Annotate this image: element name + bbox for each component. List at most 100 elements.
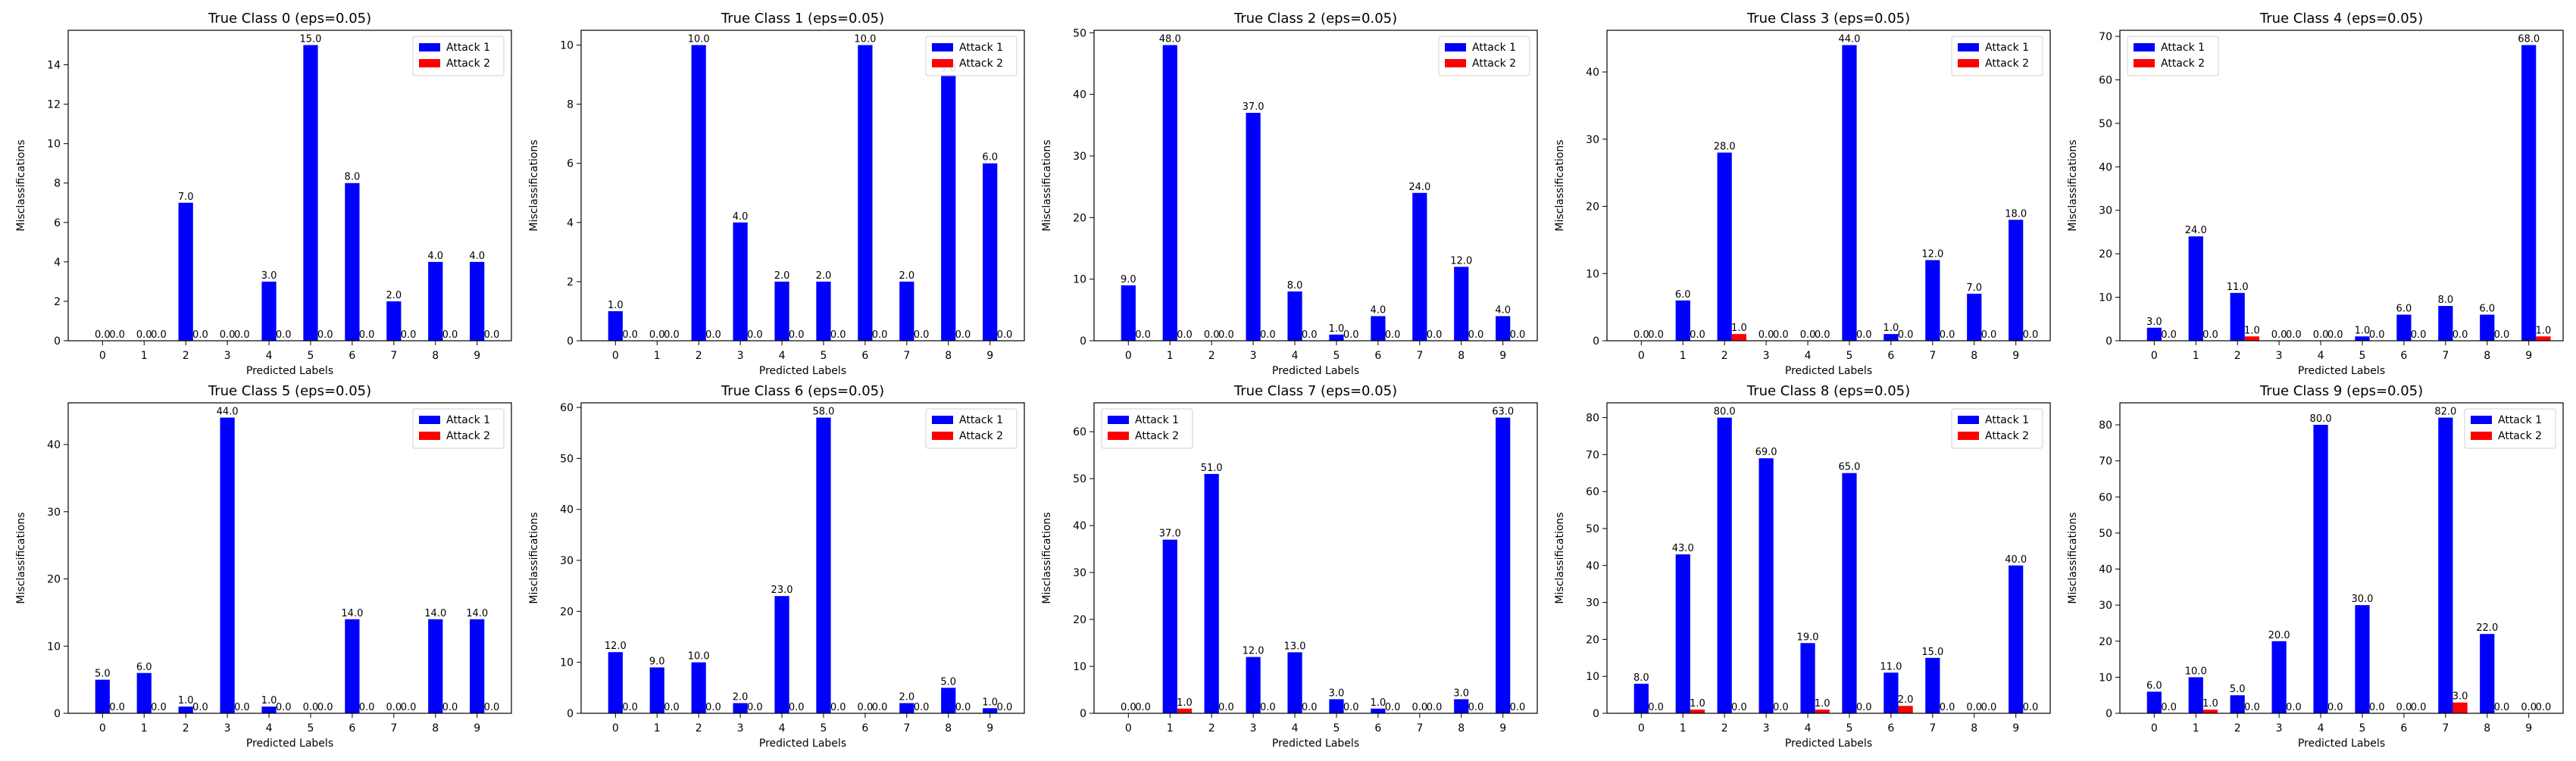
y-tick-label: 20 [2099,248,2112,260]
data-label: 6.0 [2146,680,2162,691]
bar-attack1 [1246,113,1261,341]
x-tick-label: 7 [1929,722,1936,734]
x-tick-label: 9 [986,350,993,362]
data-label: 0.0 [1427,702,1443,713]
data-label: 82.0 [2434,407,2456,418]
data-label: 0.0 [2453,329,2468,341]
x-tick-label: 3 [224,722,231,734]
bar-attack1 [1717,152,1732,341]
x-tick-label: 3 [1763,350,1770,362]
bar-attack1 [303,45,318,342]
x-axis-label: Predicted Labels [246,365,333,377]
x-tick-label: 0 [1638,350,1645,362]
data-label: 9.0 [649,656,665,667]
y-tick-label: 60 [1073,426,1086,438]
x-tick-label: 1 [654,350,661,362]
data-label: 1.0 [1815,698,1830,710]
x-tick-label: 8 [1458,722,1465,734]
data-label: 1.0 [1731,323,1747,334]
data-label: 10.0 [688,34,710,45]
data-label: 1.0 [1884,323,1899,334]
legend-label: Attack 1 [446,42,490,54]
data-label: 0.0 [997,329,1013,341]
x-tick-label: 7 [390,722,397,734]
bar-attack2 [2244,336,2260,341]
subplot-title: True Class 4 (eps=0.05) [2259,11,2423,27]
y-tick-label: 60 [1586,486,1599,498]
bar-attack1 [1371,316,1386,341]
y-tick-label: 70 [1586,449,1599,461]
legend-swatch [1958,59,1979,67]
data-label: 0.0 [1260,702,1276,713]
bar-attack1 [2188,677,2203,713]
data-label: 48.0 [1159,34,1181,45]
y-tick-label: 20 [2099,636,2112,648]
y-tick-label: 50 [560,453,574,465]
plot-frame [67,402,512,714]
x-tick-label: 1 [1680,722,1687,734]
data-label: 10.0 [688,651,710,663]
bar-attack1 [2438,417,2453,713]
data-label: 0.0 [1121,702,1136,713]
x-tick-label: 2 [2234,350,2241,362]
y-tick-label: 20 [47,574,61,586]
data-label: 0.0 [1135,329,1151,341]
y-tick-label: 40 [1073,520,1086,532]
x-tick-label: 8 [945,722,952,734]
data-label: 0.0 [2369,329,2385,341]
x-tick-label: 9 [2012,350,2019,362]
x-tick-label: 5 [1333,350,1340,362]
x-tick-label: 3 [2276,722,2283,734]
bar-attack1 [2313,425,2328,713]
data-label: 23.0 [771,585,793,596]
data-label: 0.0 [1510,702,1526,713]
data-label: 3.0 [2146,317,2162,328]
y-tick-label: 4 [567,217,574,229]
legend-swatch [1958,43,1979,51]
bar-attack1 [2480,314,2495,341]
data-label: 0.0 [109,702,125,713]
data-label: 37.0 [1243,101,1265,113]
bar-attack1 [1412,192,1427,341]
bar-attack1 [2355,605,2370,713]
bar-attack2 [1731,334,1747,341]
data-label: 0.0 [276,329,292,341]
bar-attack1 [2009,220,2024,341]
x-tick-label: 2 [2234,722,2241,734]
data-label: 0.0 [1648,702,1664,713]
data-label: 0.0 [705,702,721,713]
x-tick-label: 2 [696,722,702,734]
y-axis-label: Misclassifications [528,139,540,231]
x-tick-label: 3 [1250,722,1257,734]
y-tick-label: 6 [54,217,61,229]
data-label: 0.0 [2023,702,2039,713]
data-label: 0.0 [2411,702,2427,713]
data-label: 0.0 [2244,702,2260,713]
x-tick-label: 8 [1971,350,1977,362]
data-label: 0.0 [1218,329,1234,341]
bar-attack1 [899,281,914,341]
x-axis-label: Predicted Labels [246,738,333,750]
data-label: 0.0 [95,329,111,341]
bar-attack1 [2009,565,2024,713]
x-tick-label: 3 [224,350,231,362]
data-label: 0.0 [914,702,930,713]
data-label: 0.0 [1856,702,1872,713]
bar-attack1 [95,679,110,713]
legend-label: Attack 2 [959,430,1003,442]
x-tick-label: 4 [2318,722,2324,734]
data-label: 8.0 [2437,295,2453,306]
data-label: 1.0 [2355,325,2371,336]
data-label: 0.0 [2023,329,2039,341]
bar-attack1 [1925,260,1940,341]
bar-attack1 [1162,45,1177,342]
x-tick-label: 7 [1416,350,1423,362]
data-label: 58.0 [812,407,834,418]
bar-attack1 [178,706,193,713]
data-label: 0.0 [276,702,292,713]
data-label: 1.0 [1371,697,1386,709]
data-label: 0.0 [1898,329,1914,341]
bar-attack1 [1454,699,1469,713]
